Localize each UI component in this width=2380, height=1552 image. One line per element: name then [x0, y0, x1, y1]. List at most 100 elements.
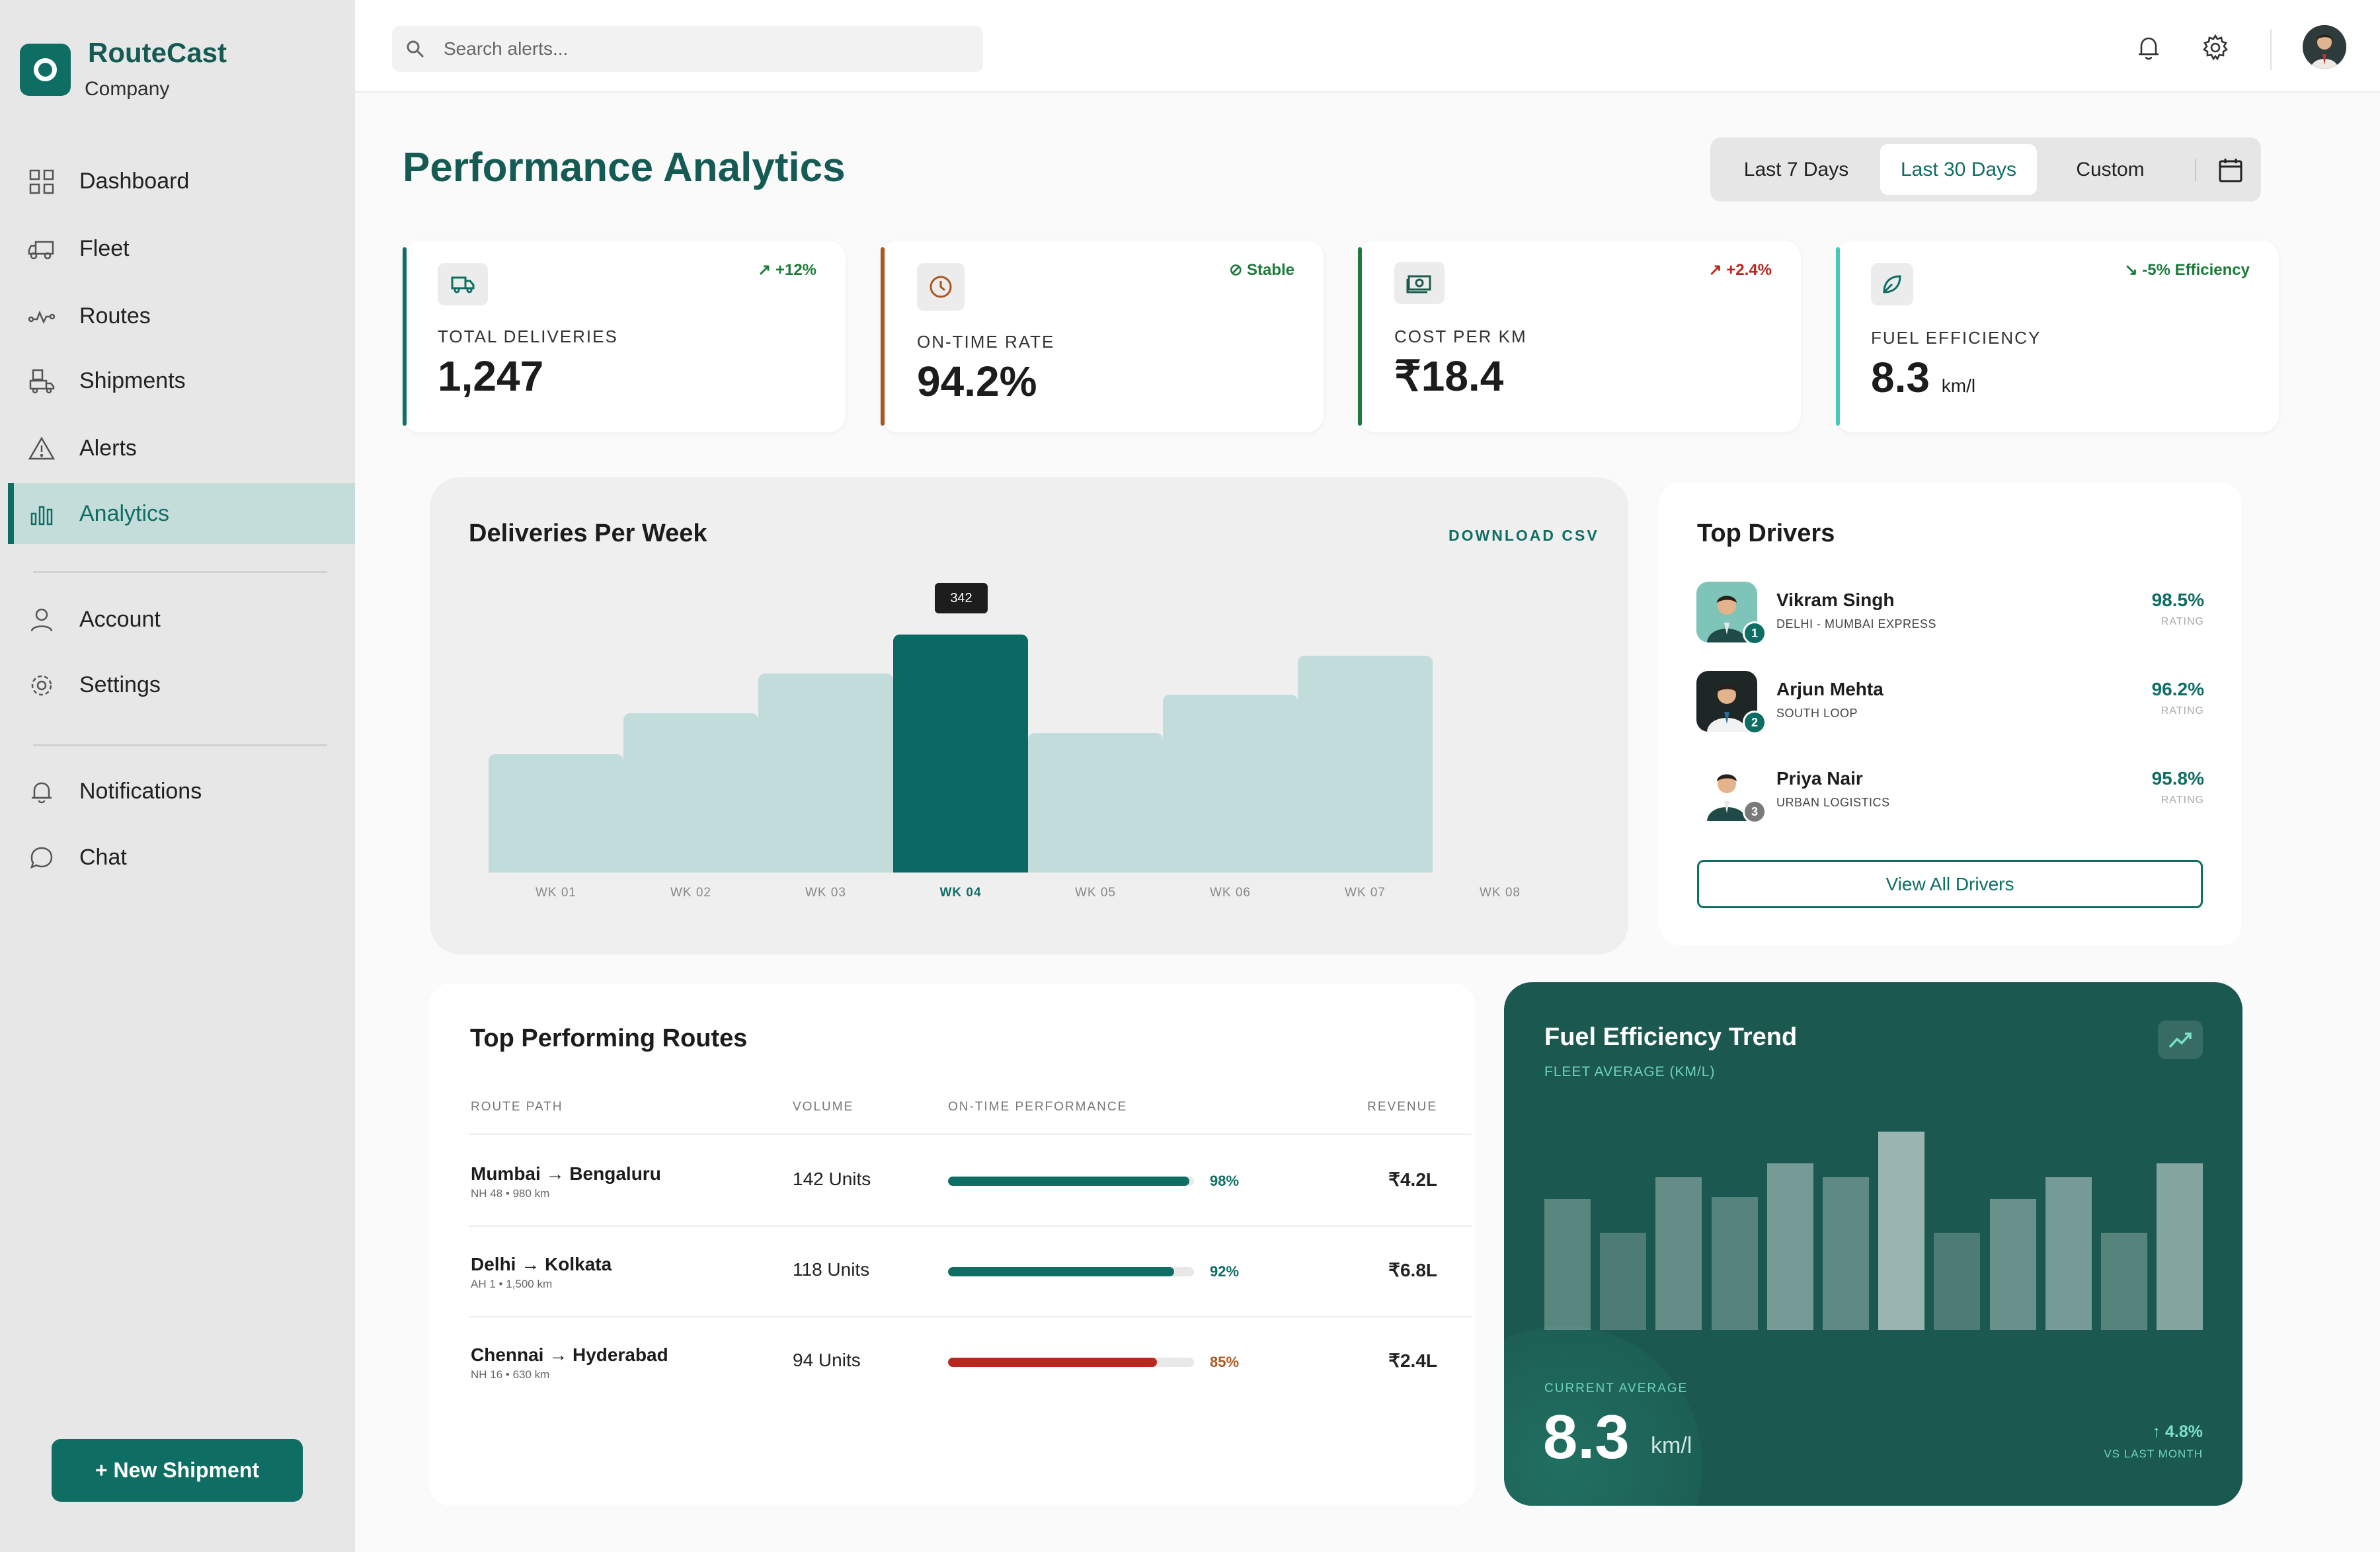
- sidebar-item-label: Shipments: [79, 368, 186, 393]
- x-tick-label: WK 06: [1209, 886, 1251, 900]
- on-time-percent: 85%: [1210, 1354, 1240, 1370]
- fuel-bar: [1655, 1177, 1702, 1330]
- calendar-icon[interactable]: [2217, 156, 2244, 184]
- kpi-label: TOTAL DELIVERIES: [438, 327, 618, 346]
- bell-icon[interactable]: [2133, 32, 2164, 63]
- card-title: Fuel Efficiency Trend: [1544, 1023, 1798, 1051]
- kpi-icon-box: [1394, 262, 1445, 304]
- x-tick-label: WK 04: [939, 886, 982, 900]
- bar-wk-07[interactable]: [1298, 655, 1433, 873]
- grid-icon: [29, 169, 54, 194]
- sidebar-item-fleet[interactable]: Fleet: [8, 218, 355, 279]
- sidebar-item-analytics[interactable]: Analytics: [8, 483, 355, 544]
- logo-ring-icon: [20, 44, 71, 96]
- sidebar-item-shipments[interactable]: Shipments: [8, 350, 355, 411]
- bar-wk-05[interactable]: [1028, 733, 1163, 873]
- user-avatar[interactable]: [2303, 25, 2346, 69]
- package-truck-icon: [29, 369, 55, 394]
- table-divider: [469, 1134, 1472, 1135]
- x-tick-label: WK 02: [670, 886, 712, 900]
- kpi-accent-bar: [1836, 247, 1840, 426]
- sidebar-item-chat[interactable]: Chat: [8, 827, 355, 888]
- route-details: NH 16 • 630 km: [471, 1368, 550, 1381]
- sidebar-item-label: Settings: [79, 672, 161, 697]
- rating-label: RATING: [2161, 705, 2204, 717]
- avatar-illustration: [2303, 25, 2346, 69]
- fuel-bar: [2101, 1233, 2147, 1330]
- route-volume: 142 Units: [793, 1169, 871, 1189]
- route-revenue: ₹2.4L: [1388, 1350, 1437, 1371]
- driver-route: URBAN LOGISTICS: [1776, 796, 1890, 809]
- card-title: Top Drivers: [1697, 520, 1835, 547]
- sidebar-item-dashboard[interactable]: Dashboard: [8, 151, 355, 212]
- bell-icon: [32, 782, 52, 804]
- sidebar-item-label: Chat: [79, 844, 127, 870]
- x-tick-label: WK 07: [1344, 886, 1386, 900]
- date-range-selector: Last 7 Days Last 30 Days Custom: [1710, 137, 2261, 202]
- kpi-accent-bar: [403, 247, 407, 426]
- bar-tooltip: 342: [935, 583, 988, 613]
- kpi-trend: ↘ -5% Efficiency: [2124, 261, 2250, 279]
- rating-label: RATING: [2161, 616, 2204, 627]
- chat-icon: [30, 847, 53, 869]
- sidebar-item-settings[interactable]: Settings: [8, 654, 355, 715]
- range-last-30-days[interactable]: Last 30 Days: [1880, 144, 2037, 195]
- sidebar-item-notifications[interactable]: Notifications: [8, 761, 355, 822]
- view-all-drivers-button[interactable]: View All Drivers: [1697, 860, 2203, 908]
- column-header: VOLUME: [793, 1100, 854, 1114]
- kpi-value-unit: km/l: [1941, 375, 1976, 396]
- on-time-progress-bar: [948, 1358, 1194, 1367]
- route-details: NH 48 • 980 km: [471, 1187, 550, 1200]
- bar-wk-04[interactable]: [893, 635, 1028, 873]
- download-csv-link[interactable]: DOWNLOAD CSV: [1448, 527, 1599, 544]
- sidebar-item-label: Account: [79, 606, 161, 632]
- kpi-icon-box: [917, 263, 965, 311]
- search-icon: [407, 40, 424, 58]
- bar-wk-03[interactable]: [758, 673, 893, 873]
- kpi-card-total-deliveries: ↗ +12% TOTAL DELIVERIES 1,247: [403, 241, 846, 432]
- range-last-7-days[interactable]: Last 7 Days: [1743, 158, 1849, 180]
- clock-icon: [930, 276, 952, 298]
- route-revenue: ₹4.2L: [1388, 1169, 1437, 1190]
- on-time-progress-bar: [948, 1177, 1194, 1186]
- kpi-trend: ⊘ Stable: [1229, 261, 1294, 279]
- fuel-bar: [1989, 1199, 2036, 1330]
- kpi-value: ₹18.4: [1394, 352, 1504, 400]
- card-title: Deliveries Per Week: [469, 520, 707, 547]
- bar-wk-06[interactable]: [1163, 694, 1298, 873]
- fuel-bar: [2045, 1177, 2092, 1330]
- driver-rank-badge: 1: [1743, 621, 1766, 645]
- sidebar-divider: [33, 571, 327, 573]
- route-volume: 94 Units: [793, 1350, 861, 1370]
- x-tick-label: WK 03: [805, 886, 847, 900]
- fuel-bar: [1823, 1177, 1869, 1330]
- route-name: Delhi → Kolkata: [471, 1254, 612, 1274]
- bar-wk-02[interactable]: [623, 713, 758, 873]
- card-subtitle: FLEET AVERAGE (KM/L): [1544, 1064, 1716, 1079]
- driver-name: Arjun Mehta: [1776, 679, 1884, 699]
- search-input[interactable]: [444, 26, 959, 72]
- progress-fill: [948, 1358, 1158, 1367]
- x-tick-label: WK 08: [1479, 886, 1521, 900]
- gear-icon[interactable]: [2200, 32, 2231, 63]
- bar-wk-01[interactable]: [489, 754, 623, 873]
- sidebar-item-account[interactable]: Account: [8, 589, 355, 650]
- new-shipment-button[interactable]: + New Shipment: [52, 1439, 303, 1502]
- sidebar-item-routes[interactable]: Routes: [8, 286, 355, 346]
- card-title: Top Performing Routes: [470, 1025, 748, 1052]
- progress-fill: [948, 1177, 1189, 1186]
- driver-route: DELHI - MUMBAI EXPRESS: [1776, 617, 1937, 631]
- trend-button[interactable]: [2158, 1021, 2203, 1059]
- search-bar[interactable]: [392, 26, 983, 72]
- sidebar-item-alerts[interactable]: Alerts: [8, 418, 355, 479]
- fuel-bar: [1934, 1233, 1981, 1330]
- warning-icon: [28, 436, 56, 460]
- trend-up-icon: [2168, 1032, 2192, 1048]
- current-average-unit: km/l: [1651, 1433, 1692, 1458]
- kpi-icon-box: [438, 263, 488, 305]
- truck-icon: [28, 241, 54, 260]
- money-icon: [1406, 275, 1431, 293]
- range-custom[interactable]: Custom: [2076, 158, 2145, 180]
- driver-name: Vikram Singh: [1776, 590, 1895, 610]
- page-title: Performance Analytics: [403, 145, 846, 190]
